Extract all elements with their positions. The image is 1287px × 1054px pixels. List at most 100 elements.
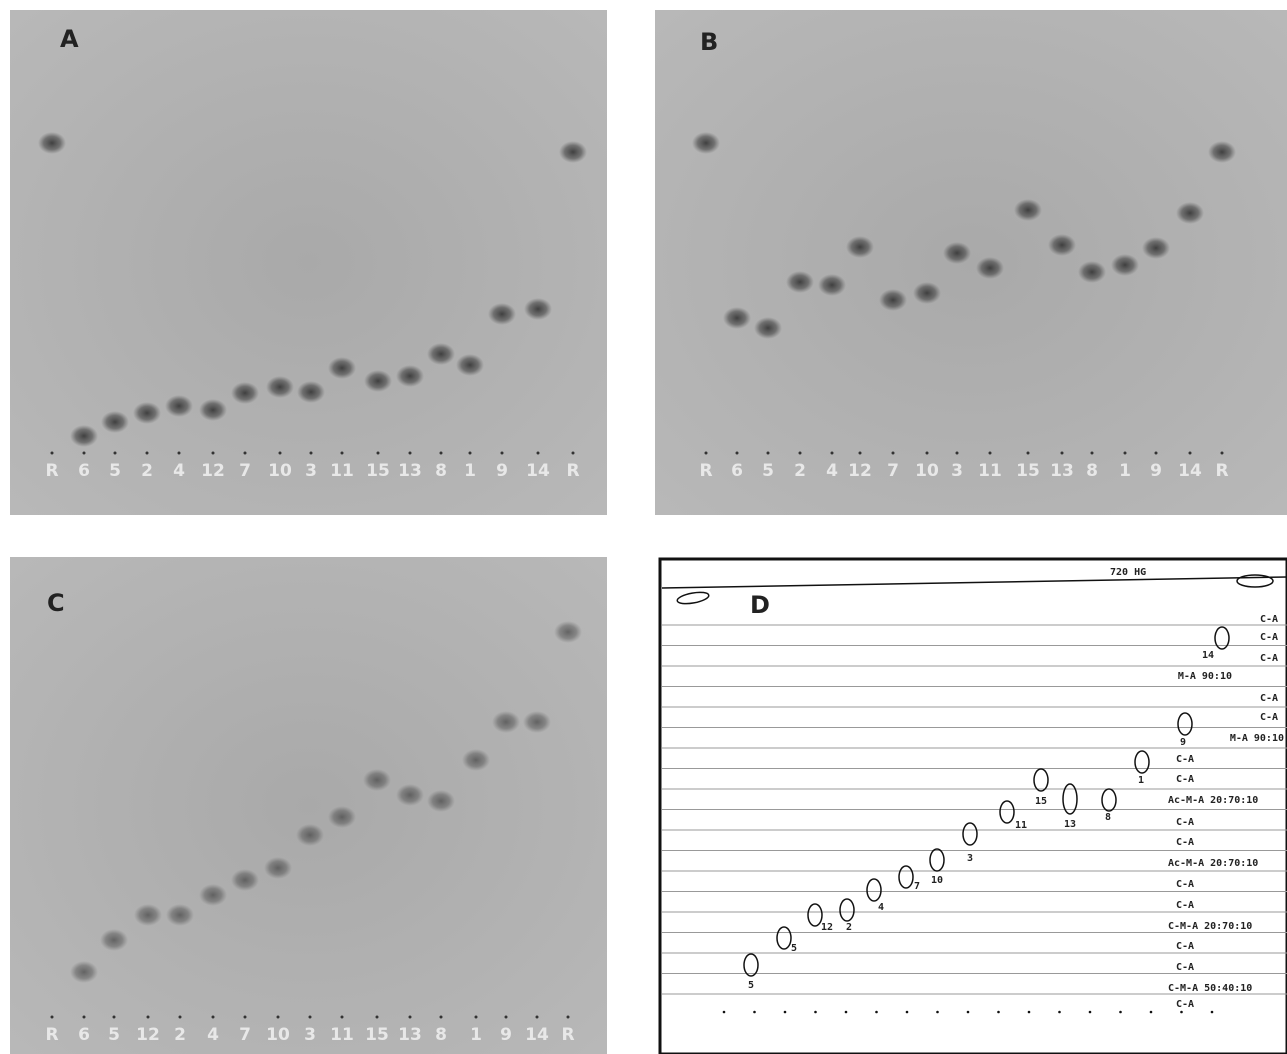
spot-outline <box>839 898 855 922</box>
reference-spot <box>1236 574 1274 588</box>
solvent-label: Ac-M-A 20:70:10 <box>1168 858 1258 869</box>
lane-label: 11 <box>330 1025 354 1045</box>
origin-dot <box>1188 451 1192 455</box>
spot <box>818 274 846 296</box>
origin-dot <box>439 451 443 455</box>
lane-label: R <box>1215 461 1228 481</box>
spot <box>70 425 98 447</box>
spot <box>328 357 356 379</box>
spot <box>296 824 324 846</box>
origin-dot <box>1058 1010 1061 1014</box>
solvent-front <box>661 576 1287 589</box>
spot <box>231 869 259 891</box>
origin-dot <box>875 1010 878 1014</box>
solvent-label: C-A <box>1260 653 1278 664</box>
origin-dot <box>1210 1010 1214 1014</box>
spot-outline <box>1062 783 1078 815</box>
lane-label: 2 <box>174 1025 186 1045</box>
origin-dot <box>211 1015 215 1019</box>
solvent-label: C-A <box>1176 774 1194 785</box>
spot-label: 5 <box>748 980 754 991</box>
solvent-label: C-M-A 50:40:10 <box>1168 983 1252 994</box>
origin-dot <box>278 451 282 455</box>
spot <box>1078 261 1106 283</box>
spot-label: 11 <box>1015 820 1027 831</box>
lane-label: 5 <box>108 1025 120 1045</box>
origin-dot <box>504 1015 508 1019</box>
spot <box>133 402 161 424</box>
origin-dot <box>1149 1010 1153 1014</box>
lane-label: 9 <box>1150 461 1162 481</box>
reference-spot <box>676 591 710 605</box>
spot <box>231 382 259 404</box>
lane-label: 12 <box>201 461 225 481</box>
spot <box>266 376 294 398</box>
origin-dot <box>309 451 313 455</box>
plate <box>10 10 607 515</box>
origin-dot <box>468 451 472 455</box>
origin-dot <box>753 1010 756 1014</box>
spot <box>396 784 424 806</box>
spot <box>976 257 1004 279</box>
solvent-label: C-A <box>1176 879 1194 890</box>
spot-outline <box>776 926 792 950</box>
lane-label: 13 <box>398 1025 422 1045</box>
origin-dot <box>308 1015 312 1019</box>
spot <box>524 298 552 320</box>
spot-outline <box>1033 768 1049 792</box>
spot <box>427 343 455 365</box>
spot-outline <box>999 800 1015 824</box>
spot <box>1208 141 1236 163</box>
spot <box>199 399 227 421</box>
spot <box>456 354 484 376</box>
plate <box>10 557 607 1054</box>
origin-dot <box>50 451 54 455</box>
spot <box>264 857 292 879</box>
origin-dot <box>1180 1010 1183 1014</box>
origin-dot <box>340 451 344 455</box>
spot <box>692 132 720 154</box>
spot <box>1111 254 1139 276</box>
spot <box>1014 199 1042 221</box>
origin-dot <box>178 1015 182 1019</box>
origin-dot <box>408 451 412 455</box>
lane-label: 12 <box>136 1025 160 1045</box>
spot <box>1048 234 1076 256</box>
origin-dot <box>113 451 117 455</box>
lane-label: 2 <box>141 461 153 481</box>
origin-dot <box>1123 451 1127 455</box>
lane-label: 4 <box>826 461 838 481</box>
panel-label: A <box>60 25 79 53</box>
origin-dot <box>146 1015 150 1019</box>
spot <box>134 904 162 926</box>
spot <box>427 790 455 812</box>
lane-label: 11 <box>978 461 1002 481</box>
origin-dot <box>735 451 739 455</box>
spot <box>199 884 227 906</box>
solvent-label: C-A <box>1260 712 1278 723</box>
spot <box>1176 202 1204 224</box>
spot-label: 1 <box>1138 775 1144 786</box>
spot-outline <box>807 903 823 927</box>
lane-label: 3 <box>304 1025 316 1045</box>
origin-dot <box>243 451 247 455</box>
solvent-label: C-A <box>1260 693 1278 704</box>
origin-dot <box>925 451 929 455</box>
lane-label: 7 <box>239 1025 251 1045</box>
lane-label: 8 <box>435 461 447 481</box>
spot-outline <box>1101 788 1117 812</box>
spot-label: 15 <box>1035 796 1047 807</box>
spot <box>554 621 582 643</box>
spot <box>328 806 356 828</box>
origin-dot <box>243 1015 247 1019</box>
origin-dot <box>936 1010 939 1014</box>
spot-outline <box>898 865 914 889</box>
origin-dot <box>82 451 86 455</box>
lane-label: 1 <box>464 461 476 481</box>
origin-dot <box>1026 451 1030 455</box>
lane-label: 8 <box>1086 461 1098 481</box>
lane-label: 11 <box>330 461 354 481</box>
origin-dot <box>844 1010 848 1014</box>
spot <box>786 271 814 293</box>
